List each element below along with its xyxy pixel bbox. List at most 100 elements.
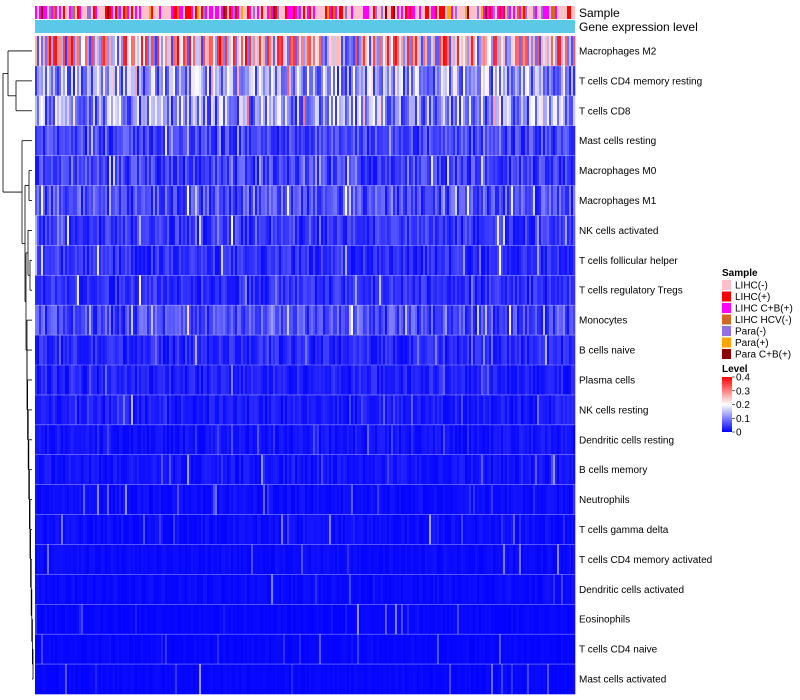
heatmap-cell <box>183 65 186 97</box>
heatmap-cell <box>155 484 158 515</box>
sample-cell <box>255 6 258 19</box>
heatmap-cell <box>433 454 436 485</box>
heatmap-cell <box>493 155 496 186</box>
heatmap-cell <box>131 245 134 276</box>
heatmap-cell <box>571 95 574 127</box>
heatmap-cell <box>523 335 526 366</box>
heatmap-cell <box>545 125 548 156</box>
heatmap-cell <box>337 424 340 456</box>
heatmap-cell <box>141 394 144 426</box>
heatmap-cell <box>271 275 274 306</box>
heatmap-cell <box>185 275 188 306</box>
heatmap-cell <box>495 335 498 366</box>
heatmap-cell <box>191 454 194 485</box>
heatmap-cell <box>141 514 144 545</box>
heatmap-cell <box>393 484 396 515</box>
sample-cell <box>265 6 268 19</box>
heatmap-cell <box>343 424 346 456</box>
heatmap-cell <box>573 125 576 156</box>
heatmap-cell <box>187 65 190 97</box>
heatmap-cell <box>517 215 520 246</box>
heatmap-cell <box>107 335 110 366</box>
heatmap-cell <box>117 484 120 515</box>
heatmap-cell <box>83 95 86 127</box>
heatmap-cell <box>119 65 122 97</box>
heatmap-cell <box>305 155 308 186</box>
sample-cell <box>551 6 554 19</box>
heatmap-cell <box>201 305 204 336</box>
heatmap-cell <box>261 454 264 485</box>
heatmap-cell <box>373 305 376 336</box>
heatmap-cell <box>571 514 574 545</box>
heatmap-cell <box>167 514 170 545</box>
heatmap-cell <box>393 36 396 67</box>
heatmap-cell <box>139 305 142 336</box>
heatmap-cell <box>119 454 122 485</box>
heatmap-cell <box>145 125 148 156</box>
heatmap-cell <box>311 36 314 67</box>
heatmap-cell <box>241 95 244 127</box>
heatmap-cell <box>573 454 576 485</box>
heatmap-cell <box>517 424 520 456</box>
heatmap-cell <box>485 65 488 97</box>
heatmap-cell <box>261 185 264 216</box>
heatmap-cell <box>297 155 300 186</box>
heatmap-cell <box>285 125 288 156</box>
heatmap-cell <box>327 305 330 336</box>
heatmap-cell <box>221 185 224 216</box>
heatmap-cell <box>197 335 200 366</box>
heatmap-cell <box>279 484 282 515</box>
heatmap-cell <box>195 95 198 127</box>
heatmap-cell <box>383 215 386 246</box>
heatmap-cell <box>559 305 562 336</box>
heatmap-cell <box>35 125 38 156</box>
heatmap-cell <box>369 335 372 366</box>
heatmap-cell <box>457 245 460 276</box>
heatmap-cell <box>549 394 552 426</box>
heatmap-cell <box>153 245 156 276</box>
heatmap-cell <box>237 365 240 396</box>
heatmap-cell <box>333 514 336 545</box>
heatmap-cell <box>523 215 526 246</box>
heatmap-cell <box>147 185 150 216</box>
heatmap-cell <box>483 36 486 67</box>
heatmap-cell <box>235 484 238 515</box>
heatmap-cell <box>443 155 446 186</box>
heatmap-cell <box>461 36 464 67</box>
heatmap-cell <box>573 484 576 515</box>
heatmap-cell <box>263 514 266 545</box>
heatmap-cell <box>337 514 340 545</box>
heatmap-cell <box>103 155 106 186</box>
heatmap-cell <box>61 424 64 456</box>
heatmap-cell <box>349 95 352 127</box>
heatmap-cell <box>295 335 298 366</box>
heatmap-cell <box>359 365 362 396</box>
heatmap-cell <box>109 275 112 306</box>
heatmap-cell <box>335 484 338 515</box>
heatmap-cell <box>329 125 332 156</box>
heatmap-cell <box>433 155 436 186</box>
heatmap-cell <box>435 424 438 456</box>
heatmap-cell <box>249 245 252 276</box>
heatmap-cell <box>235 215 238 246</box>
heatmap-cell <box>233 484 236 515</box>
heatmap-cell <box>289 365 292 396</box>
heatmap-cell <box>111 65 114 97</box>
heatmap-cell <box>65 514 68 545</box>
heatmap-cell <box>543 365 546 396</box>
heatmap-cell <box>433 305 436 336</box>
heatmap-cell <box>361 245 364 276</box>
heatmap-cell <box>119 394 122 426</box>
heatmap-cell <box>375 245 378 276</box>
heatmap-cell <box>45 305 48 336</box>
heatmap-cell <box>279 454 282 485</box>
heatmap-cell <box>457 454 460 485</box>
heatmap-cell <box>267 514 270 545</box>
heatmap-cell <box>135 424 138 456</box>
heatmap-cell <box>233 65 236 97</box>
heatmap-cell <box>169 514 172 545</box>
heatmap-cell <box>293 36 296 67</box>
heatmap-cell <box>283 335 286 366</box>
heatmap-cell <box>85 215 88 246</box>
heatmap-cell <box>445 155 448 186</box>
